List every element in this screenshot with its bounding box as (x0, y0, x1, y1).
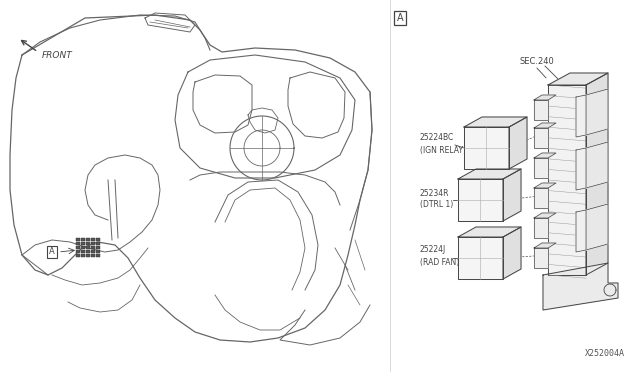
Polygon shape (586, 89, 608, 135)
Polygon shape (534, 123, 556, 128)
Text: A: A (49, 247, 55, 257)
Text: (RAD FAN): (RAD FAN) (420, 257, 460, 266)
Text: 25224BC: 25224BC (420, 134, 454, 142)
Bar (91, 246, 95, 249)
Polygon shape (576, 148, 586, 190)
Bar (86, 254, 90, 257)
Polygon shape (548, 85, 586, 275)
Bar (91, 242, 95, 245)
Bar (76, 238, 80, 241)
Bar (76, 246, 80, 249)
Polygon shape (458, 179, 503, 221)
Bar (81, 238, 85, 241)
Polygon shape (534, 183, 556, 188)
Polygon shape (576, 210, 586, 252)
Bar (81, 242, 85, 245)
Text: 25234R: 25234R (420, 189, 449, 198)
Polygon shape (458, 237, 503, 279)
Bar (81, 250, 85, 253)
Text: (IGN RELAY): (IGN RELAY) (420, 145, 466, 154)
Polygon shape (509, 117, 527, 169)
Polygon shape (534, 158, 548, 178)
Text: A: A (397, 13, 403, 23)
Polygon shape (503, 169, 521, 221)
Bar (91, 238, 95, 241)
Bar (86, 246, 90, 249)
Text: FRONT: FRONT (42, 51, 73, 60)
Polygon shape (503, 227, 521, 279)
Polygon shape (458, 227, 521, 237)
Polygon shape (534, 218, 548, 238)
Bar (96, 246, 100, 249)
Polygon shape (586, 204, 608, 250)
Bar (86, 242, 90, 245)
Text: SEC.240: SEC.240 (520, 58, 555, 67)
Bar (76, 250, 80, 253)
Bar (91, 250, 95, 253)
Bar (81, 254, 85, 257)
Polygon shape (534, 153, 556, 158)
Polygon shape (534, 243, 556, 248)
Polygon shape (464, 127, 509, 169)
Polygon shape (534, 128, 548, 148)
Polygon shape (534, 213, 556, 218)
Bar (96, 238, 100, 241)
Polygon shape (534, 248, 548, 268)
Bar (86, 250, 90, 253)
Bar (76, 254, 80, 257)
Polygon shape (586, 73, 608, 275)
Bar (76, 242, 80, 245)
Polygon shape (534, 188, 548, 208)
Polygon shape (586, 142, 608, 188)
Polygon shape (458, 169, 521, 179)
Polygon shape (543, 263, 618, 310)
Bar (96, 254, 100, 257)
Text: (DTRL 1): (DTRL 1) (420, 201, 453, 209)
Text: 25224J: 25224J (420, 246, 446, 254)
Bar (91, 254, 95, 257)
Bar (96, 250, 100, 253)
Polygon shape (576, 95, 586, 137)
Bar (96, 242, 100, 245)
Bar (81, 246, 85, 249)
Polygon shape (534, 95, 556, 100)
Polygon shape (534, 100, 548, 120)
Polygon shape (464, 117, 527, 127)
Text: X252004A: X252004A (585, 349, 625, 358)
Bar (86, 238, 90, 241)
Polygon shape (548, 73, 608, 85)
